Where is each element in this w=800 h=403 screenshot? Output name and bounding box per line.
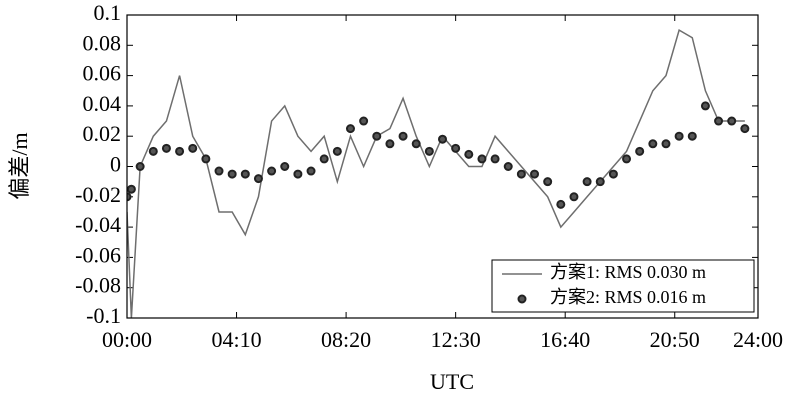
scatter-point — [148, 146, 158, 156]
scatter-point — [240, 169, 250, 179]
y-tick-label: 0.1 — [94, 0, 122, 25]
scatter-point — [293, 169, 303, 179]
scatter-point — [648, 139, 658, 149]
legend-swatch — [517, 294, 527, 304]
scatter-point — [319, 154, 329, 164]
scatter-point — [424, 146, 434, 156]
scatter-point — [503, 162, 513, 171]
y-tick-label: 0.06 — [83, 61, 122, 86]
y-tick-label: 0 — [110, 152, 121, 177]
x-axis-label: UTC — [430, 369, 474, 394]
scatter-point — [385, 139, 395, 149]
scatter-point — [188, 143, 198, 153]
scatter-point — [280, 162, 290, 171]
scatter-point — [543, 177, 553, 187]
scatter-point — [714, 116, 724, 126]
scatter-point — [477, 154, 487, 164]
y-axis-label: 偏差/m — [7, 132, 32, 199]
scatter-point — [161, 143, 171, 153]
x-tick-label: 24:00 — [733, 327, 783, 352]
x-tick-label: 12:30 — [431, 327, 481, 352]
scatter-point — [635, 146, 645, 156]
scatter-point — [411, 139, 421, 149]
y-tick-label: 0.04 — [83, 91, 122, 116]
y-tick-label: -0.02 — [75, 182, 121, 207]
scatter-point — [464, 149, 474, 159]
scatter-point — [267, 166, 277, 176]
legend-box — [491, 259, 755, 313]
series-line — [127, 29, 745, 318]
scatter-point — [661, 139, 671, 149]
scatter-point — [740, 124, 750, 134]
legend-label: 方案2: RMS 0.016 m — [550, 287, 706, 307]
scatter-point — [127, 184, 136, 194]
legend-label: 方案1: RMS 0.030 m — [550, 262, 706, 282]
scatter-point — [345, 124, 355, 134]
y-tick-label: -0.04 — [75, 212, 121, 237]
scatter-point — [516, 169, 526, 179]
scatter-point — [359, 116, 369, 126]
scatter-point — [700, 101, 710, 111]
scatter-point — [332, 146, 342, 156]
scatter-point — [490, 154, 500, 164]
scatter-point — [451, 143, 461, 153]
scatter-point — [727, 116, 737, 126]
plot-frame — [126, 14, 759, 319]
scatter-point — [608, 169, 618, 179]
y-tick-label: -0.1 — [86, 303, 121, 328]
y-tick-label: 0.02 — [83, 121, 122, 146]
scatter-point — [398, 131, 408, 141]
scatter-point — [227, 169, 237, 179]
scatter-point — [214, 166, 224, 176]
scatter-point — [582, 177, 592, 187]
x-tick-label: 00:00 — [102, 327, 152, 352]
scatter-point — [175, 146, 185, 156]
scatter-point — [135, 162, 145, 171]
scatter-point — [127, 192, 132, 202]
y-tick-label: -0.08 — [75, 273, 121, 298]
y-tick-label: -0.06 — [75, 242, 121, 267]
scatter-point — [306, 166, 316, 176]
scatter-point — [595, 177, 605, 187]
scatter-point — [674, 131, 684, 141]
scatter-point — [201, 154, 211, 164]
scatter-point — [687, 131, 697, 141]
scatter-point — [556, 199, 566, 209]
scatter-point — [622, 154, 632, 164]
x-tick-label: 08:20 — [321, 327, 371, 352]
scatter-point — [438, 134, 447, 144]
scatter-point — [253, 174, 263, 184]
x-tick-label: 16:40 — [540, 327, 590, 352]
scatter-point — [569, 192, 579, 202]
x-tick-label: 20:50 — [650, 327, 700, 352]
scatter-point — [530, 169, 540, 179]
scatter-point — [372, 131, 382, 141]
y-tick-label: 0.08 — [83, 30, 122, 55]
x-tick-label: 04:10 — [211, 327, 261, 352]
